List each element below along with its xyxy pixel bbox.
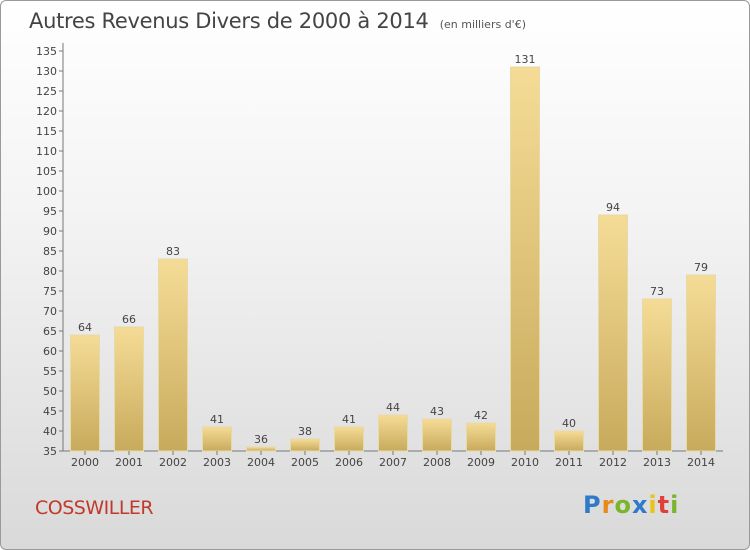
data-label: 40 [562,417,576,430]
bar [686,274,716,452]
bar [158,258,188,452]
data-label: 41 [342,413,356,426]
y-tick-label: 95 [43,205,57,218]
logo-letter: r [601,491,615,519]
logo-letter: i [670,491,680,519]
x-tick-label: 2008 [423,456,451,469]
x-tick-label: 2007 [379,456,407,469]
y-tick-label: 120 [36,105,57,118]
x-tick-label: 2006 [335,456,363,469]
logo-letter: o [614,491,632,519]
data-label: 94 [606,201,620,214]
bar [246,446,276,452]
y-tick-label: 45 [43,405,57,418]
y-tick-label: 60 [43,345,57,358]
y-tick-label: 125 [36,85,57,98]
data-label: 44 [386,401,400,414]
bar [290,438,320,452]
x-tick-label: 2011 [555,456,583,469]
data-label: 43 [430,405,444,418]
data-label: 131 [515,53,536,66]
x-tick-label: 2004 [247,456,275,469]
bar [642,298,672,452]
bar [466,422,496,452]
data-label: 64 [78,321,92,334]
y-tick-label: 50 [43,385,57,398]
bar [378,414,408,452]
logo-letter: P [583,491,602,519]
bar [598,214,628,452]
x-tick-label: 2002 [159,456,187,469]
y-tick-label: 65 [43,325,57,338]
y-tick-label: 135 [36,45,57,58]
y-tick-label: 55 [43,365,57,378]
data-label: 73 [650,285,664,298]
y-tick-label: 40 [43,425,57,438]
bar [554,430,584,452]
x-tick-label: 2013 [643,456,671,469]
chart-title: Autres Revenus Divers de 2000 à 2014 [29,9,429,33]
x-tick-label: 2001 [115,456,143,469]
y-tick-label: 130 [36,65,57,78]
bar [70,334,100,452]
y-tick-label: 35 [43,445,57,458]
x-tick-label: 2005 [291,456,319,469]
y-tick-label: 105 [36,165,57,178]
y-tick-label: 80 [43,265,57,278]
data-label: 38 [298,425,312,438]
logo-letter: t [657,491,671,519]
bar [510,66,540,452]
x-tick-label: 2014 [687,456,715,469]
data-label: 66 [122,313,136,326]
y-tick-label: 85 [43,245,57,258]
data-label: 36 [254,433,268,446]
data-label: 42 [474,409,488,422]
y-tick-label: 90 [43,225,57,238]
x-tick-label: 2000 [71,456,99,469]
data-label: 41 [210,413,224,426]
data-label: 79 [694,261,708,274]
x-tick-label: 2010 [511,456,539,469]
y-tick-label: 70 [43,305,57,318]
x-tick-label: 2003 [203,456,231,469]
x-tick-label: 2012 [599,456,627,469]
commune-name: COSSWILLER [35,497,154,519]
logo-letter: i [648,491,658,519]
logo-letter: x [631,491,649,519]
bar [202,426,232,452]
y-tick-label: 75 [43,285,57,298]
data-label: 83 [166,245,180,258]
proxiti-logo[interactable]: Proxiti [583,491,679,519]
title-row: Autres Revenus Divers de 2000 à 2014 (en… [29,9,526,33]
chart-subtitle: (en milliers d'€) [439,18,526,31]
y-tick-label: 115 [36,125,57,138]
x-tick-label: 2009 [467,456,495,469]
bar [114,326,144,452]
bar [334,426,364,452]
bar [422,418,452,452]
y-tick-label: 110 [36,145,57,158]
y-tick-label: 100 [36,185,57,198]
